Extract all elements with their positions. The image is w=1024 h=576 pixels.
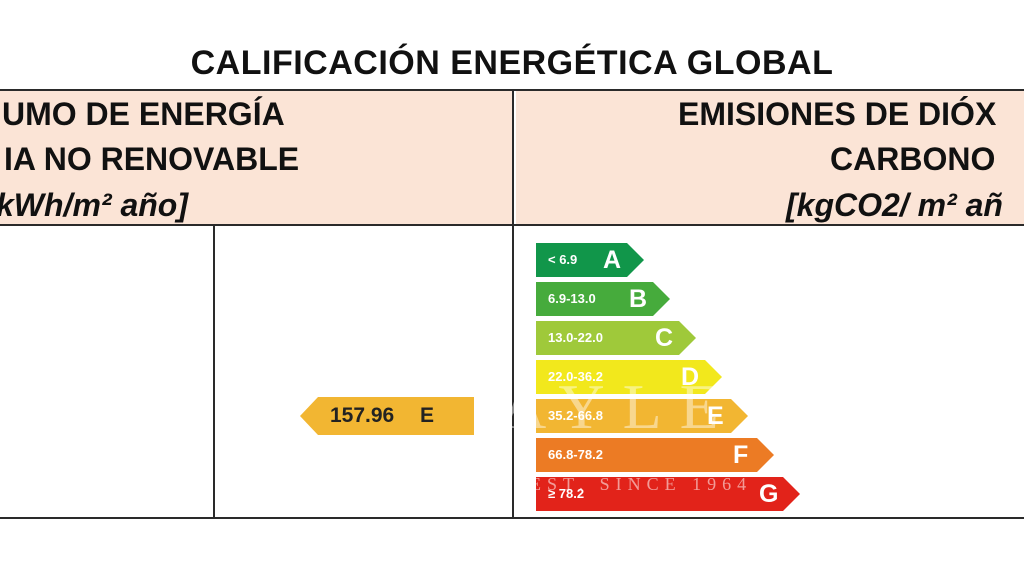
rating-arrow-a: < 6.9 A [536,243,644,277]
rating-letter: E [707,402,724,430]
right-header-line2: CARBONO [830,141,996,177]
column-divider-left [213,224,215,519]
rating-arrow-g: ≥ 78.2 G [536,477,800,511]
marker-arrow-shape [300,397,474,435]
rating-arrow-e: 35.2-66.8 E [536,399,748,433]
rating-range-label: 13.0-22.0 [548,330,603,345]
rating-range-label: 22.0-36.2 [548,369,603,384]
consumption-class: E [420,404,435,427]
rating-letter: B [629,285,648,313]
left-header-background [0,91,512,224]
rating-range-label: ≥ 78.2 [548,486,585,501]
rating-arrow-f: 66.8-78.2 F [536,438,774,472]
rating-letter: D [681,363,700,391]
consumption-rating-marker: 157.96 E [300,397,474,435]
left-header-unit: kWh/m² año] [0,187,188,223]
rating-letter: A [603,246,622,274]
rating-arrow-d: 22.0-36.2 D [536,360,722,394]
rating-letter: G [759,480,779,508]
rating-arrow-c: 13.0-22.0 C [536,321,696,355]
right-header-unit: [kgCO2/ m² añ [786,187,1003,223]
rating-range-label: 35.2-66.8 [548,408,603,423]
page-title: CALIFICACIÓN ENERGÉTICA GLOBAL [190,44,834,82]
rating-arrow-b: 6.9-13.0 B [536,282,670,316]
rating-letter: F [733,441,749,469]
right-header-background [516,91,1024,224]
watermark-logo: AYLE [500,371,737,442]
column-divider-center [512,89,514,519]
rating-range-label: < 6.9 [548,252,578,267]
right-header-line1: EMISIONES DE DIÓX [678,96,997,132]
left-header-line2: IA NO RENOVABLE [4,141,300,177]
rating-letter: C [655,324,674,352]
left-header-line1: UMO DE ENERGÍA [2,96,285,132]
watermark-subtext: EST. SINCE 1964 [530,474,753,494]
rating-range-label: 66.8-78.2 [548,447,603,462]
consumption-value: 157.96 [330,404,395,427]
rating-range-label: 6.9-13.0 [548,291,596,306]
